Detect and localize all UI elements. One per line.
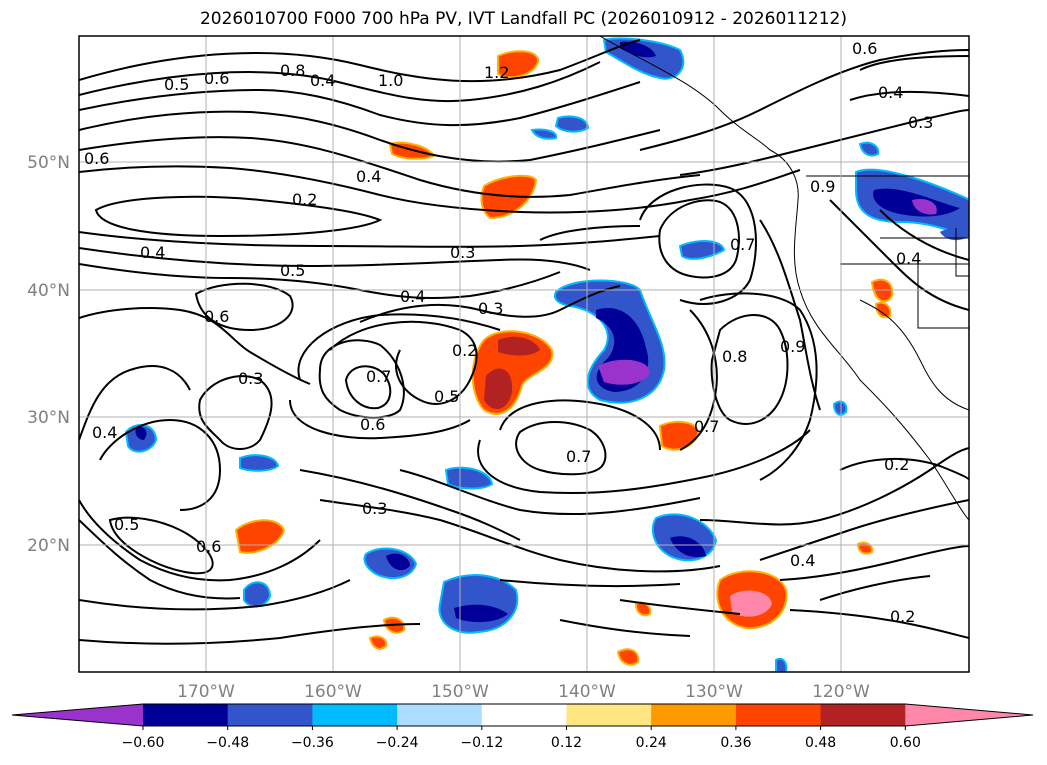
contour-label: 0.2: [884, 455, 909, 474]
colorbar-segment: [735, 704, 822, 726]
colorbar-segment: [651, 704, 737, 726]
latitude-labels: 50°N 40°N 30°N 20°N: [27, 153, 70, 556]
colorbar-segment: [481, 704, 567, 726]
colorbar-extend-low: [12, 704, 143, 726]
contour-label: 0.7: [566, 447, 591, 466]
lat-label: 30°N: [27, 408, 70, 428]
colorbar: −0.60 −0.48 −0.36 −0.24 −0.12 0.12 0.24 0.36 0.4…: [11, 703, 1034, 751]
contour-label: 0.8: [280, 61, 305, 80]
contour-label: 0.3: [478, 299, 503, 318]
lon-label: 140°W: [558, 682, 616, 702]
lon-label: 170°W: [177, 682, 235, 702]
lat-label: 50°N: [27, 153, 70, 173]
contour-label: 0.4: [310, 71, 335, 90]
contour-label: 0.5: [280, 261, 305, 280]
contour-label: 0.2: [452, 341, 477, 360]
lon-label: 120°W: [812, 682, 870, 702]
contour-label: 0.9: [780, 337, 805, 356]
lon-label: 130°W: [685, 682, 743, 702]
contour-label: 0.6: [84, 149, 109, 168]
colorbar-segment: [227, 704, 313, 726]
contour-label: 0.3: [362, 499, 387, 518]
colorbar-segment: [397, 704, 483, 726]
longitude-labels: 170°W 160°W 150°W 140°W 130°W 120°W: [177, 682, 870, 702]
pv-contours: [79, 39, 969, 645]
contour-label: 0.3: [908, 113, 933, 132]
contour-label: 0.4: [92, 423, 117, 442]
contour-label: 0.5: [164, 75, 189, 94]
contour-label: 0.7: [366, 367, 391, 386]
map-frame: [78, 35, 970, 673]
contour-label: 0.8: [722, 347, 747, 366]
lat-label: 40°N: [27, 281, 70, 301]
colorbar-tick-label: −0.60: [122, 735, 165, 751]
contour-label: 0.4: [896, 249, 921, 268]
colorbar-tick-label: −0.36: [291, 735, 334, 751]
colorbar-segment: [566, 704, 652, 726]
contour-label: 0.3: [238, 369, 263, 388]
coastlines: [599, 36, 969, 521]
lat-label: 20°N: [27, 536, 70, 556]
lon-label: 160°W: [304, 682, 362, 702]
contour-label: 0.6: [360, 415, 385, 434]
contour-label: 0.3: [450, 243, 475, 262]
colorbar-tick-label: 0.24: [636, 735, 667, 751]
colorbar-tick-label: 0.36: [720, 735, 751, 751]
contour-label: 0.6: [204, 307, 229, 326]
contour-label: 0.9: [810, 177, 835, 196]
colorbar-tick-label: 0.12: [551, 735, 582, 751]
contour-label: 0.4: [356, 167, 381, 186]
contour-label: 0.4: [140, 243, 165, 262]
colorbar-segment: [143, 704, 229, 726]
contour-label: 0.4: [878, 83, 903, 102]
contour-label: 0.6: [196, 537, 221, 556]
colorbar-tick-label: −0.24: [376, 735, 419, 751]
contour-label: 0.7: [694, 417, 719, 436]
lon-label: 150°W: [431, 682, 489, 702]
colorbar-segment: [312, 704, 398, 726]
contour-label: 0.5: [114, 515, 139, 534]
contour-label: 0.7: [730, 235, 755, 254]
contour-label: 0.2: [292, 190, 317, 209]
contour-label: 0.5: [434, 387, 459, 406]
contour-labels: 0.6 0.5 0.8 1.0 1.2 0.6 0.4 0.2 0.4 0.5 …: [84, 39, 933, 626]
contour-label: 0.4: [400, 287, 425, 306]
contour-label: 1.2: [484, 63, 509, 82]
colorbar-tick-label: 0.48: [805, 735, 836, 751]
colorbar-extend-high: [905, 704, 1033, 726]
contour-label: 0.6: [852, 39, 877, 58]
colorbar-tick-label: 0.60: [890, 735, 921, 751]
contour-label: 0.2: [890, 607, 915, 626]
contour-label: 0.4: [790, 551, 815, 570]
map-title: 2026010700 F000 700 hPa PV, IVT Landfall…: [199, 9, 847, 29]
colorbar-tick-label: −0.12: [460, 735, 503, 751]
contour-label: 1.0: [378, 71, 403, 90]
graticule: [79, 36, 969, 672]
colorbar-tick-label: −0.48: [206, 735, 249, 751]
contour-label: 0.6: [204, 69, 229, 88]
colorbar-segment: [820, 704, 906, 726]
